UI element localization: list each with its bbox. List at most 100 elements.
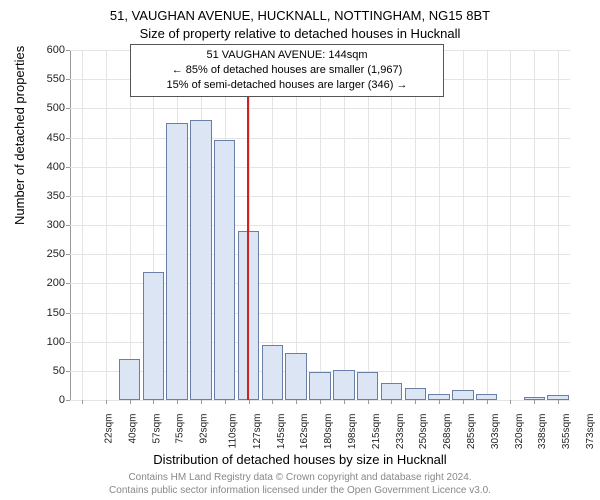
x-tick-mark — [391, 400, 392, 404]
x-tick-label: 57sqm — [151, 414, 162, 444]
histogram-bar — [452, 390, 473, 401]
histogram-bar — [143, 272, 164, 400]
x-tick-label: 303sqm — [490, 414, 501, 450]
x-tick-label: 198sqm — [347, 414, 358, 450]
annotation-line-1: 51 VAUGHAN AVENUE: 144sqm — [137, 48, 437, 63]
histogram-bar — [285, 353, 306, 400]
gridline-v — [296, 50, 297, 400]
x-tick-mark — [225, 400, 226, 404]
x-tick-label: 320sqm — [514, 414, 525, 450]
x-tick-mark — [153, 400, 154, 404]
histogram-bar — [214, 140, 235, 400]
x-tick-mark — [249, 400, 250, 404]
x-tick-mark — [439, 400, 440, 404]
x-tick-mark — [130, 400, 131, 404]
y-tick-label: 600 — [25, 44, 65, 56]
footer-line-2: Contains public sector information licen… — [0, 485, 600, 498]
x-tick-label: 22sqm — [103, 414, 114, 444]
reference-line — [247, 50, 249, 400]
histogram-bar — [405, 388, 426, 400]
histogram-bar — [190, 120, 211, 400]
x-tick-label: 268sqm — [442, 414, 453, 450]
x-tick-label: 180sqm — [323, 414, 334, 450]
x-tick-label: 127sqm — [252, 414, 263, 450]
x-tick-label: 373sqm — [585, 414, 596, 450]
x-axis-label: Distribution of detached houses by size … — [0, 452, 600, 467]
y-tick-label: 350 — [25, 190, 65, 202]
x-tick-label: 285sqm — [466, 414, 477, 450]
y-tick-mark — [66, 196, 70, 197]
y-tick-mark — [66, 50, 70, 51]
gridline-v — [510, 50, 511, 400]
gridline-v — [368, 50, 369, 400]
x-tick-mark — [272, 400, 273, 404]
y-tick-mark — [66, 283, 70, 284]
x-tick-label: 92sqm — [199, 414, 210, 444]
y-tick-label: 500 — [25, 102, 65, 114]
gridline-v — [391, 50, 392, 400]
y-tick-mark — [66, 313, 70, 314]
x-tick-mark — [487, 400, 488, 404]
x-tick-mark — [106, 400, 107, 404]
y-tick-mark — [66, 108, 70, 109]
y-tick-label: 200 — [25, 277, 65, 289]
y-tick-mark — [66, 342, 70, 343]
plot-area — [70, 50, 570, 400]
y-tick-mark — [66, 138, 70, 139]
chart-title-sub: Size of property relative to detached ho… — [0, 26, 600, 41]
x-tick-label: 40sqm — [127, 414, 138, 444]
x-tick-label: 355sqm — [561, 414, 572, 450]
annotation-line-3: 15% of semi-detached houses are larger (… — [137, 78, 437, 93]
x-tick-mark — [344, 400, 345, 404]
x-tick-mark — [320, 400, 321, 404]
chart-container: 51, VAUGHAN AVENUE, HUCKNALL, NOTTINGHAM… — [0, 0, 600, 500]
x-tick-mark — [510, 400, 511, 404]
x-tick-mark — [201, 400, 202, 404]
x-tick-mark — [558, 400, 559, 404]
gridline-v — [320, 50, 321, 400]
y-tick-label: 0 — [25, 394, 65, 406]
footer-line-1: Contains HM Land Registry data © Crown c… — [0, 472, 600, 485]
x-tick-label: 162sqm — [299, 414, 310, 450]
histogram-bar — [309, 372, 330, 400]
histogram-bar — [381, 383, 402, 401]
histogram-bar — [166, 123, 187, 400]
x-tick-label: 75sqm — [175, 414, 186, 444]
y-tick-label: 50 — [25, 365, 65, 377]
annotation-box: 51 VAUGHAN AVENUE: 144sqm ← 85% of detac… — [130, 44, 444, 97]
y-tick-label: 550 — [25, 73, 65, 85]
gridline-v — [534, 50, 535, 400]
y-tick-mark — [66, 254, 70, 255]
y-tick-label: 450 — [25, 132, 65, 144]
x-tick-mark — [534, 400, 535, 404]
x-tick-label: 145sqm — [276, 414, 287, 450]
histogram-bar — [357, 372, 378, 400]
y-tick-label: 150 — [25, 307, 65, 319]
chart-title-main: 51, VAUGHAN AVENUE, HUCKNALL, NOTTINGHAM… — [0, 8, 600, 23]
x-tick-label: 215sqm — [371, 414, 382, 450]
y-tick-label: 100 — [25, 336, 65, 348]
y-tick-mark — [66, 79, 70, 80]
histogram-bar — [119, 359, 140, 400]
x-tick-label: 233sqm — [395, 414, 406, 450]
y-tick-mark — [66, 167, 70, 168]
x-tick-mark — [463, 400, 464, 404]
gridline-v — [130, 50, 131, 400]
gridline-v — [463, 50, 464, 400]
gridline-v — [487, 50, 488, 400]
x-tick-label: 110sqm — [227, 414, 238, 449]
x-tick-mark — [296, 400, 297, 404]
gridline-v — [415, 50, 416, 400]
x-tick-mark — [82, 400, 83, 404]
histogram-bar — [262, 345, 283, 400]
y-tick-label: 250 — [25, 248, 65, 260]
x-tick-mark — [368, 400, 369, 404]
gridline-v — [439, 50, 440, 400]
gridline-v — [344, 50, 345, 400]
x-tick-label: 338sqm — [538, 414, 549, 450]
gridline-v — [82, 50, 83, 400]
histogram-bar — [333, 370, 354, 400]
x-tick-label: 250sqm — [419, 414, 430, 450]
x-tick-mark — [177, 400, 178, 404]
y-tick-label: 300 — [25, 219, 65, 231]
